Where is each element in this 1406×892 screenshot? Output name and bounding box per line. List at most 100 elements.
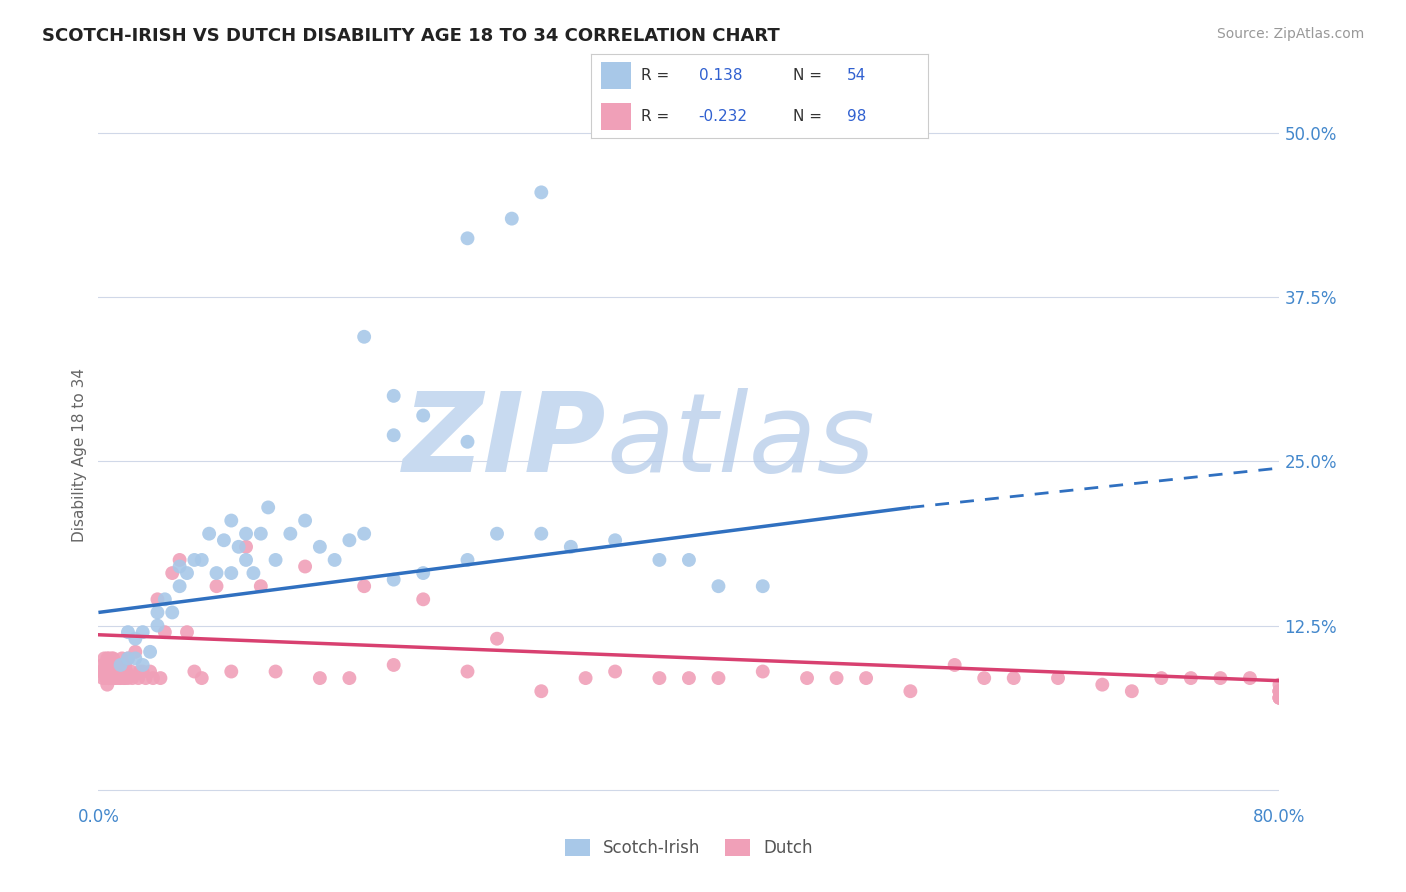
Point	[108, 671, 131, 685]
Point	[110, 671, 132, 685]
Point	[91, 657, 114, 672]
Point	[153, 592, 176, 607]
Point	[973, 671, 995, 685]
Point	[110, 657, 132, 672]
Point	[257, 500, 280, 515]
Point	[560, 540, 582, 554]
Point	[117, 625, 139, 640]
Point	[111, 665, 134, 679]
Text: -0.232: -0.232	[699, 109, 748, 124]
Point	[501, 211, 523, 226]
Point	[1268, 684, 1291, 698]
Bar	[600, 62, 631, 89]
Text: ZIP: ZIP	[402, 387, 606, 494]
Point	[250, 579, 273, 593]
Point	[111, 651, 134, 665]
Point	[121, 671, 143, 685]
Point	[382, 657, 405, 672]
Point	[707, 579, 730, 593]
Point	[169, 579, 191, 593]
Point	[382, 428, 405, 442]
Point	[1268, 690, 1291, 705]
Point	[139, 645, 162, 659]
Point	[97, 671, 120, 685]
Point	[530, 186, 553, 200]
Point	[96, 651, 118, 665]
Point	[382, 573, 405, 587]
Point	[98, 657, 121, 672]
Point	[1150, 671, 1173, 685]
Point	[162, 566, 183, 580]
Point	[100, 671, 122, 685]
Point	[176, 566, 198, 580]
Point	[128, 665, 150, 679]
Text: Source: ZipAtlas.com: Source: ZipAtlas.com	[1216, 27, 1364, 41]
Point	[530, 526, 553, 541]
Point	[353, 330, 375, 344]
Point	[219, 665, 242, 679]
Point	[183, 665, 205, 679]
Point	[127, 671, 149, 685]
Bar	[600, 103, 631, 130]
Point	[412, 566, 434, 580]
Point	[1268, 684, 1291, 698]
Text: N =: N =	[793, 68, 823, 83]
Point	[278, 526, 302, 541]
Point	[114, 671, 136, 685]
Point	[855, 671, 877, 685]
Text: atlas: atlas	[606, 387, 875, 494]
Point	[97, 651, 120, 665]
Point	[191, 553, 214, 567]
Point	[93, 665, 115, 679]
Point	[309, 540, 332, 554]
Point	[100, 651, 122, 665]
Point	[124, 632, 146, 646]
Point	[309, 671, 332, 685]
Text: 0.138: 0.138	[699, 68, 742, 83]
Point	[900, 684, 922, 698]
Point	[264, 665, 287, 679]
Point	[1268, 684, 1291, 698]
Text: R =: R =	[641, 68, 669, 83]
Point	[1121, 684, 1143, 698]
Point	[678, 671, 700, 685]
Point	[100, 665, 122, 679]
Point	[1091, 678, 1114, 692]
Point	[605, 665, 627, 679]
Point	[250, 526, 273, 541]
Point	[191, 671, 214, 685]
Point	[139, 665, 162, 679]
Point	[124, 651, 146, 665]
Point	[707, 671, 730, 685]
Point	[1268, 678, 1291, 692]
Point	[124, 645, 146, 659]
Point	[198, 526, 221, 541]
Point	[323, 553, 346, 567]
Point	[530, 684, 553, 698]
Text: SCOTCH-IRISH VS DUTCH DISABILITY AGE 18 TO 34 CORRELATION CHART: SCOTCH-IRISH VS DUTCH DISABILITY AGE 18 …	[42, 27, 780, 45]
Point	[112, 671, 135, 685]
Point	[132, 657, 155, 672]
Point	[294, 559, 316, 574]
Point	[149, 671, 172, 685]
Point	[456, 665, 478, 679]
Point	[228, 540, 250, 554]
Point	[353, 579, 375, 593]
Point	[1268, 690, 1291, 705]
Point	[242, 566, 264, 580]
Point	[96, 657, 118, 672]
Point	[574, 671, 596, 685]
Point	[169, 553, 191, 567]
Point	[104, 671, 127, 685]
Point	[825, 671, 848, 685]
Point	[120, 665, 142, 679]
Point	[337, 671, 360, 685]
Point	[103, 671, 125, 685]
Point	[132, 665, 155, 679]
Point	[93, 651, 115, 665]
Point	[135, 671, 157, 685]
Point	[235, 553, 257, 567]
Point	[943, 657, 966, 672]
Point	[648, 671, 671, 685]
Point	[205, 566, 228, 580]
